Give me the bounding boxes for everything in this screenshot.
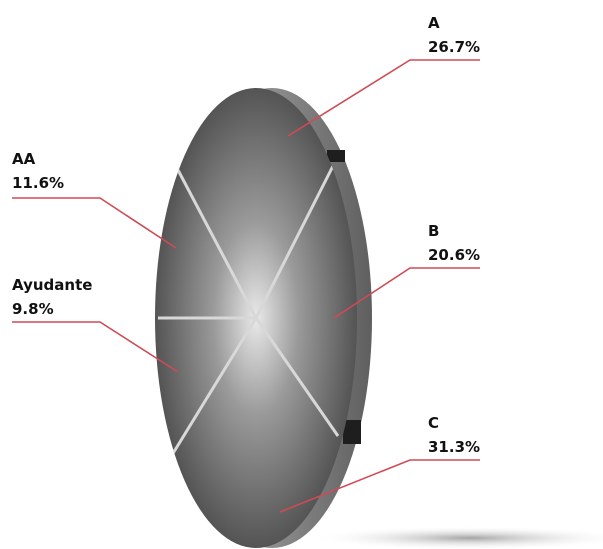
leader-line-b	[333, 267, 480, 319]
slice-label-aa: AA 11.6%	[12, 150, 177, 249]
leader-line-c	[279, 459, 480, 513]
slice-value-a: 26.7%	[428, 38, 480, 56]
leader-line-ayudante	[12, 321, 179, 373]
slice-name-b: B	[428, 222, 439, 240]
leader-line-aa	[12, 197, 177, 249]
slice-label-ayudante: Ayudante 9.8%	[12, 276, 179, 373]
leader-line-a	[287, 59, 480, 137]
disc-shadow	[310, 526, 603, 549]
slice-label-b: B 20.6%	[333, 222, 480, 319]
slice-name-c: C	[428, 414, 439, 432]
slice-value-b: 20.6%	[428, 246, 480, 264]
slice-name-ayudante: Ayudante	[12, 276, 92, 294]
slice-label-a: A 26.7%	[287, 14, 480, 137]
slice-separators	[158, 159, 340, 456]
slice-value-aa: 11.6%	[12, 174, 64, 192]
slice-name-a: A	[428, 14, 440, 32]
slice-value-c: 31.3%	[428, 438, 480, 456]
slice-name-aa: AA	[12, 150, 36, 168]
slice-value-ayudante: 9.8%	[12, 300, 54, 318]
slice-label-c: C 31.3%	[279, 414, 480, 513]
